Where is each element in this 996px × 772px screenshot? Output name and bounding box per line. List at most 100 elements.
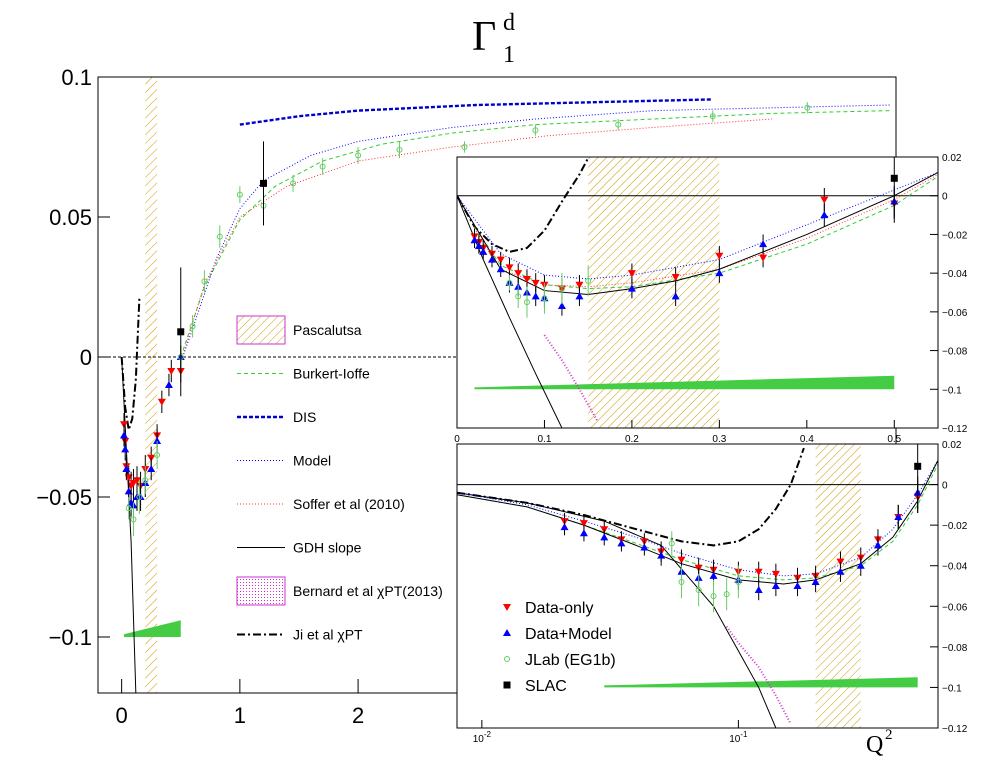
legend-marker-data_only <box>503 604 511 611</box>
inset-top-series-slac <box>890 157 898 223</box>
main-point-jlab <box>461 144 468 150</box>
legend-right-item-jlab: JLab (EG1b) <box>504 652 616 669</box>
inset-top-point-data_model <box>557 302 566 310</box>
legend-left-item-bernard: Bernard et al χPT(2013) <box>236 576 443 606</box>
main-point-jlab <box>125 505 132 512</box>
inset-top-x-tick-label: 0.4 <box>800 434 814 445</box>
inset-top-y-tick-label: −0.08 <box>942 347 968 358</box>
inset-bottom-point-jlab <box>710 593 717 600</box>
legend-swatch-pascalutsa <box>236 315 286 345</box>
inset-bottom-point-data_only <box>579 520 588 528</box>
inset-top-point-data_only <box>531 279 540 287</box>
inset-bottom-point-data_only <box>754 568 763 576</box>
main-x-tick-label: 0 <box>116 703 128 728</box>
inset-top-y-tick-label: −0.02 <box>942 230 968 241</box>
main-curve-dis <box>239 98 713 126</box>
legend-left-item-gdh: GDH slope <box>237 540 362 556</box>
inset-bottom-point-data_only <box>771 570 780 578</box>
main-x-tick-label: 2 <box>352 703 364 728</box>
legend-right-item-slac: SLAC <box>503 678 567 695</box>
legend-label-data_model: Data+Model <box>525 626 612 643</box>
inset-bottom-point-jlab <box>678 578 685 585</box>
main-point-jlab <box>290 180 297 187</box>
inset-bottom-series-jlab <box>668 531 742 613</box>
inset-top-point-data_model <box>671 292 680 300</box>
legend-right-item-data_only: Data-only <box>503 600 593 617</box>
main-point-jlab <box>154 452 161 458</box>
inset-top-point-data_model <box>474 242 483 250</box>
inset-bottom-x-tick-label: 10-1 <box>729 730 748 745</box>
main-point-data_model <box>136 493 145 500</box>
inset-bottom-point-data_model <box>617 539 626 547</box>
main-point-jlab <box>804 104 811 111</box>
legend-label-ji: Ji et al χPT <box>293 627 363 643</box>
main-point-jlab <box>142 477 149 484</box>
inset-top-frame <box>456 156 939 429</box>
legend-label-soffer: Soffer et al (2010) <box>293 496 405 512</box>
legend-left-item-ji: Ji et al χPT <box>237 627 363 643</box>
inset-bottom-y-tick-label: −0.08 <box>942 643 968 654</box>
main-point-data_only <box>157 398 166 406</box>
inset-bottom-point-data_model <box>754 586 763 594</box>
inset-top-y-tick-label: −0.1 <box>942 385 962 396</box>
inset-bottom-plot-area <box>457 444 938 728</box>
main-series-slac <box>177 141 268 397</box>
inset-top-point-jlab <box>506 279 513 286</box>
inset-bottom-point-data_model <box>894 513 903 521</box>
inset-top-curve-data_fit <box>457 172 938 295</box>
inset-bottom-y-tick-label: −0.1 <box>942 683 962 694</box>
main-pascalutsa-band <box>145 77 158 693</box>
main-systematic-band <box>124 620 181 637</box>
inset-top-point-data_model <box>627 284 636 292</box>
main-point-data_model <box>122 465 131 472</box>
inset-bottom-y-tick-label: −0.12 <box>942 724 968 735</box>
inset-bottom-point-data_model <box>811 577 820 585</box>
inset-top-point-jlab <box>541 295 548 302</box>
main-point-jlab <box>355 152 362 159</box>
inset-bottom-systematic-band <box>604 677 918 688</box>
main-y-tick-label: 0.1 <box>61 65 92 90</box>
inset-bottom-point-data_model <box>856 561 865 569</box>
legend-left-item-model: Model <box>237 453 331 469</box>
x-axis-label: Q 2 <box>866 727 893 758</box>
main-point-data_only <box>133 477 142 485</box>
inset-bottom-x-tick-exponent: -1 <box>740 730 748 739</box>
inset-top-y-tick-label: −0.04 <box>942 269 968 280</box>
main-point-jlab <box>532 127 539 134</box>
inset-bottom-point-data_only <box>677 556 686 564</box>
inset-bottom-curve-bernard <box>725 625 792 725</box>
main-point-jlab <box>236 191 243 198</box>
inset-bottom-point-data_model <box>873 541 882 549</box>
inset-top-y-tick-label: −0.12 <box>942 424 968 435</box>
inset-top-point-data_only <box>759 254 768 262</box>
main-curve-burkert <box>180 110 891 358</box>
inset-bottom-series-slac <box>914 444 922 513</box>
main-point-data_model <box>147 465 156 472</box>
inset-top-point-jlab <box>558 285 565 292</box>
legend-left-item-burkert: Burkert-Ioffe <box>237 366 370 382</box>
inset-top-point-data_model <box>575 292 584 300</box>
inset-top-panel: 0.02 0 −0.02 −0.04 −0.06 −0.08 −0.1 −0.12 0 0.1 0.… <box>454 153 968 445</box>
main-point-jlab <box>136 494 143 500</box>
inset-top-curve-soffer <box>474 173 938 288</box>
legend-left-item-soffer: Soffer et al (2010) <box>237 496 405 512</box>
inset-top-x-tick-label: 0.3 <box>712 434 726 445</box>
legend-label-jlab: JLab (EG1b) <box>525 652 616 669</box>
main-point-jlab <box>189 323 196 330</box>
inset-top-point-data_model <box>470 236 479 244</box>
main-point-data_only <box>129 480 138 487</box>
inset-top-point-data_only <box>514 270 523 278</box>
inset-top-point-data_model <box>715 269 724 277</box>
chart-title: Γ d 1 <box>472 10 515 68</box>
title-main: Γ <box>472 14 496 60</box>
inset-top-point-data_only <box>820 196 829 204</box>
main-point-slac <box>260 179 268 187</box>
main-point-jlab <box>396 146 403 153</box>
inset-top-point-slac <box>890 174 898 182</box>
legend-label-model: Model <box>293 453 331 469</box>
inset-top-x-tick-label: 0.5 <box>887 434 901 445</box>
inset-top-point-jlab <box>585 277 592 284</box>
legend-label-data_only: Data-only <box>525 600 593 617</box>
inset-top-point-data_only <box>505 264 514 272</box>
legend-right: Data-only Data+Model JLab (EG1b) SLAC <box>503 600 616 695</box>
